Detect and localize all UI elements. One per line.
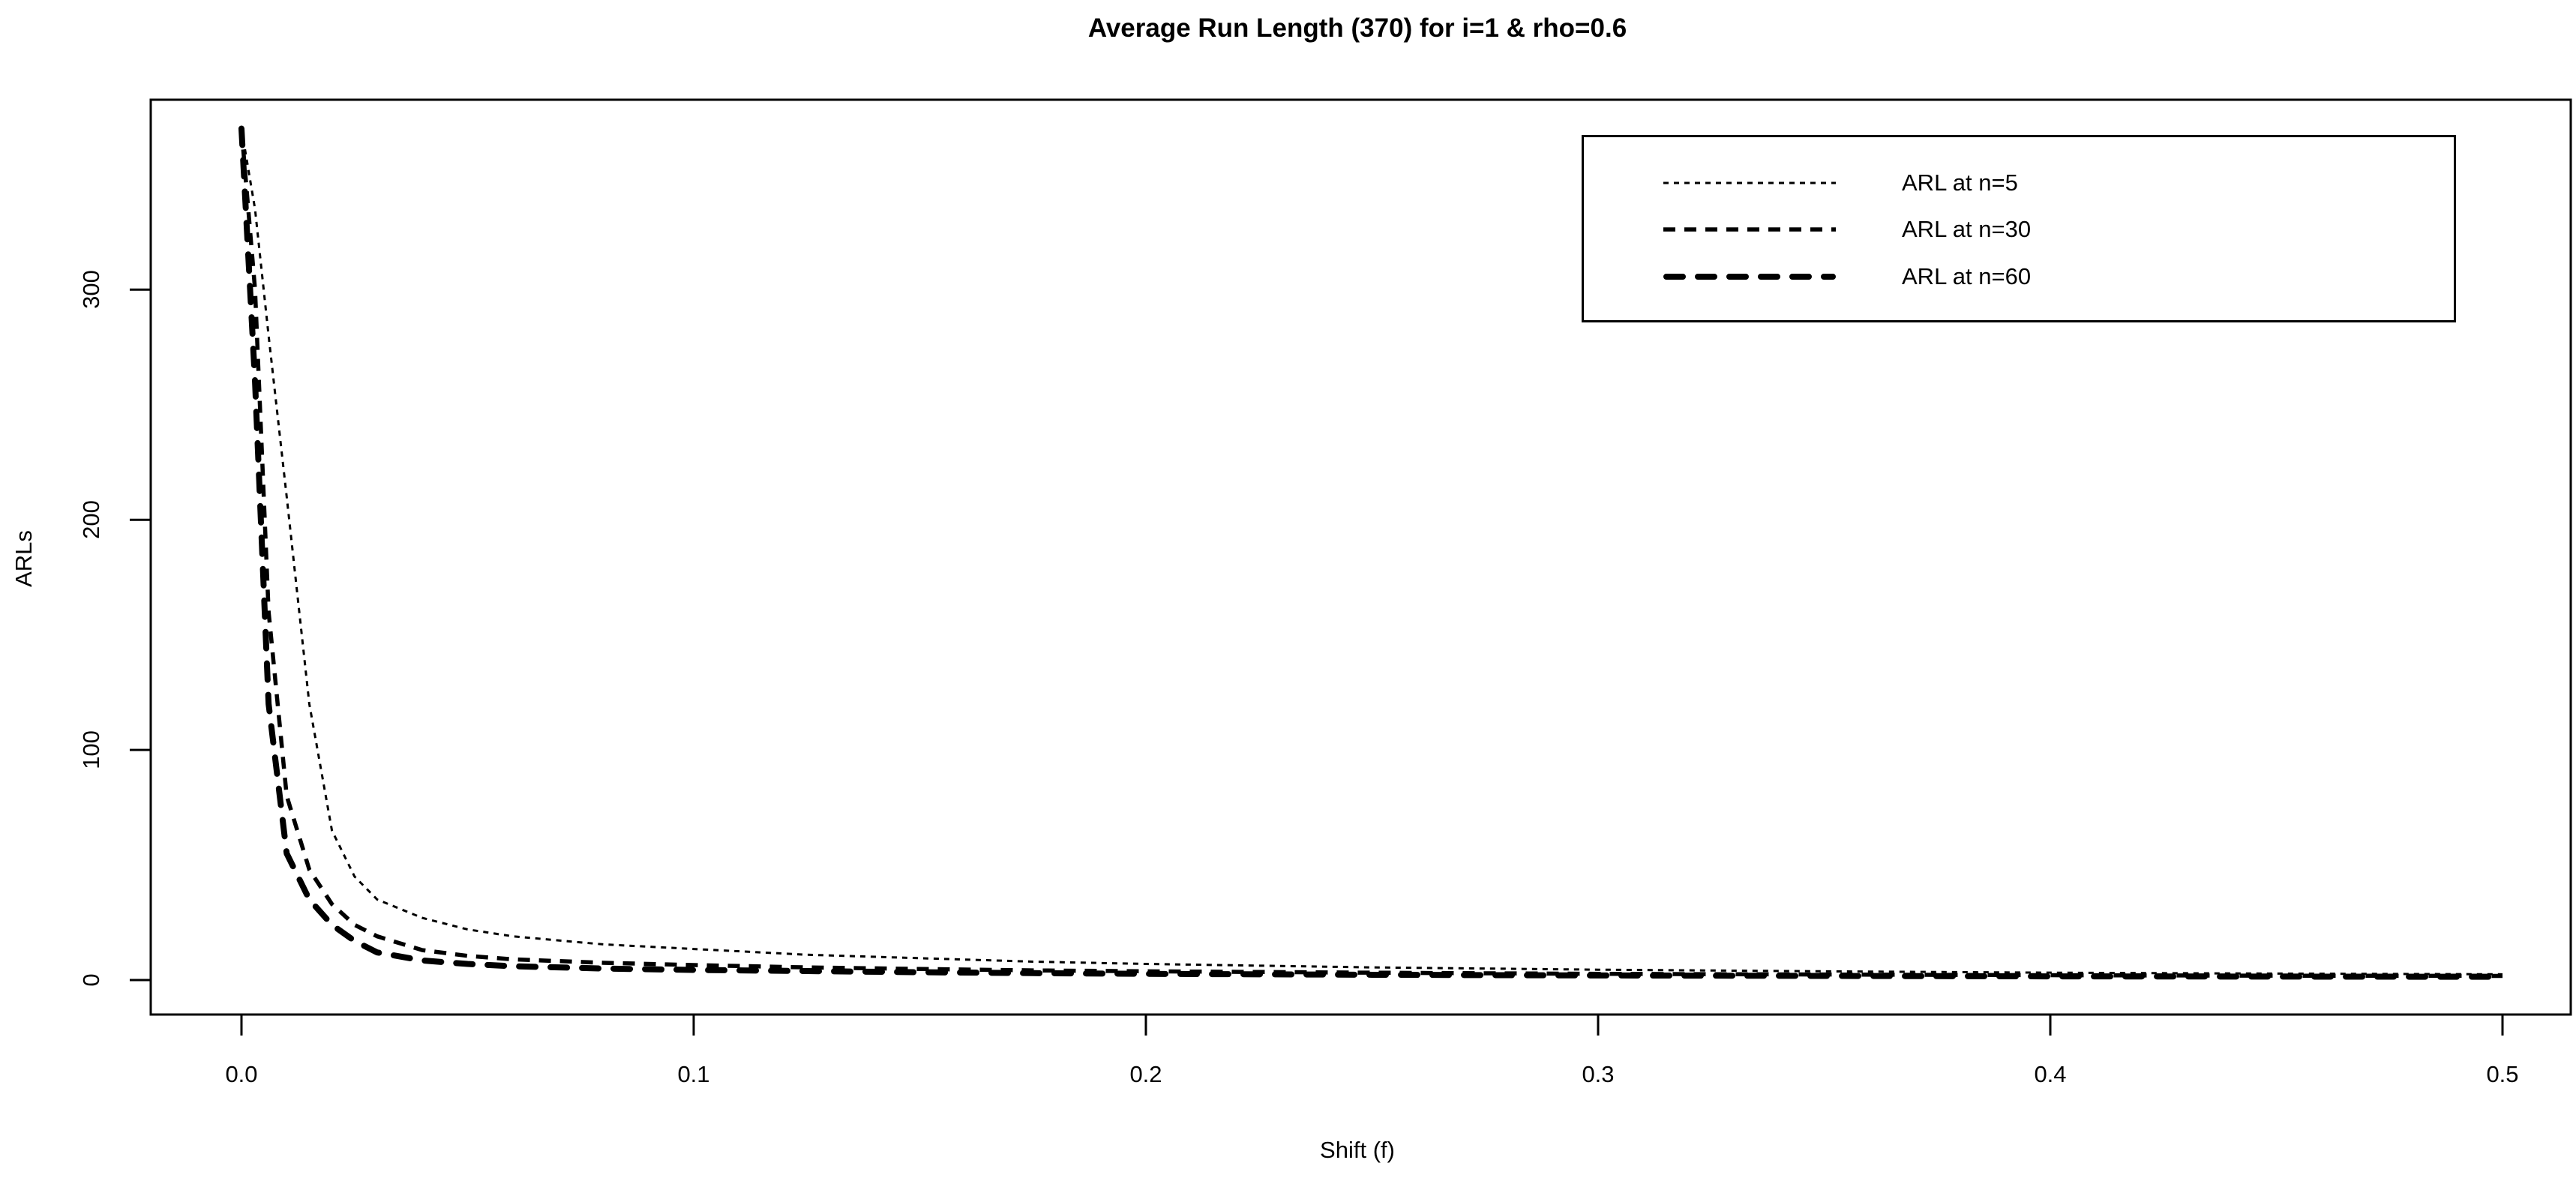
y-tick-label: 0 bbox=[78, 973, 104, 987]
legend-line-sample-n60 bbox=[1663, 274, 1836, 280]
y-axis-title: ARLs bbox=[10, 530, 37, 587]
x-tick-label: 0.3 bbox=[1582, 1061, 1615, 1087]
y-tick-label: 100 bbox=[78, 730, 104, 769]
x-tick-label: 0.2 bbox=[1129, 1061, 1162, 1087]
series-line-arl-at-n-5 bbox=[240, 128, 2503, 976]
x-tick-label: 0.5 bbox=[2486, 1061, 2519, 1087]
chart-title: Average Run Length (370) for i=1 & rho=0… bbox=[1087, 13, 1627, 43]
series-line-arl-at-n-30 bbox=[239, 128, 2503, 979]
legend-line-sample-n30 bbox=[1663, 227, 1836, 232]
y-tick-label: 300 bbox=[78, 270, 104, 310]
legend-line-sample-n5 bbox=[1663, 181, 1836, 184]
legend-label: ARL at n=30 bbox=[1902, 216, 2032, 242]
x-tick-label: 0.0 bbox=[225, 1061, 258, 1087]
x-axis-title: Shift (f) bbox=[1320, 1137, 1395, 1163]
x-tick-label: 0.4 bbox=[2034, 1061, 2067, 1087]
legend: ARL at n=5 ARL at n=30 ARL at n=60 bbox=[1582, 135, 2456, 322]
plot-box bbox=[149, 98, 2572, 1016]
x-tick-label: 0.1 bbox=[677, 1061, 710, 1087]
legend-label: ARL at n=60 bbox=[1902, 263, 2032, 289]
legend-label: ARL at n=5 bbox=[1902, 169, 2018, 196]
y-tick-label: 200 bbox=[78, 500, 104, 540]
series-line-arl-at-n-60 bbox=[238, 125, 2506, 980]
